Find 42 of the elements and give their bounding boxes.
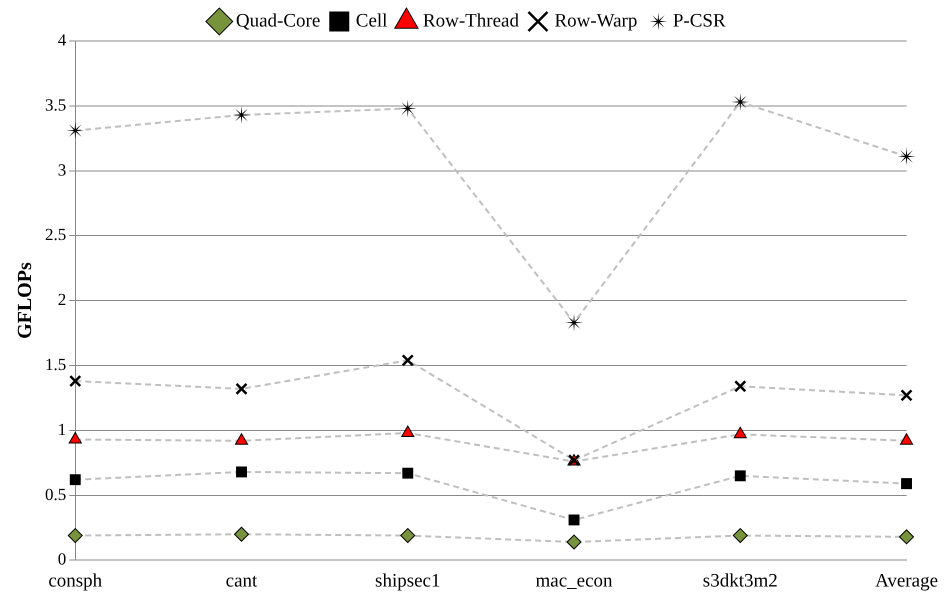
point: [232, 106, 251, 124]
point: [899, 529, 914, 544]
y-tick-label: 4: [58, 30, 67, 50]
point: [400, 528, 416, 544]
x-tick-label: Average: [875, 570, 938, 592]
y-tick-label: 2: [58, 290, 66, 310]
y-tick-label: 0: [58, 550, 66, 569]
y-tick-label: 2.5: [45, 225, 66, 244]
point: [398, 99, 417, 118]
point: [236, 466, 247, 478]
point: [568, 514, 580, 526]
point: [901, 478, 912, 490]
y-tick-label: 1: [58, 420, 66, 439]
point: [566, 534, 582, 550]
point: [69, 374, 82, 388]
legend-label: Row-Thread: [422, 10, 520, 32]
point: [734, 380, 746, 392]
x-tick-label: s3dkt3m2: [702, 570, 778, 592]
point: [898, 148, 916, 166]
point: [732, 528, 748, 544]
legend-label: P-CSR: [672, 10, 726, 32]
point: [66, 122, 84, 140]
point: [68, 528, 83, 544]
y-tick-label: 0.5: [45, 484, 66, 504]
y-axis-title: GFLOPs: [14, 262, 36, 339]
legend-label: Row-Warp: [554, 10, 638, 32]
point: [235, 382, 248, 396]
x-tick-label: cant: [226, 570, 258, 592]
point: [234, 526, 250, 542]
y-tick-label: 3.5: [45, 95, 66, 114]
x-tick-label: consph: [48, 570, 103, 592]
point: [734, 470, 746, 482]
x-tick-label: mac_econ: [536, 570, 614, 592]
point: [402, 468, 414, 479]
x-tick-label: shipsec1: [375, 570, 440, 592]
point: [900, 389, 913, 402]
point: [402, 354, 414, 367]
point: [70, 474, 81, 486]
legend-label: Quad-Core: [236, 10, 320, 32]
legend-label: Cell: [356, 10, 388, 32]
y-tick-label: 1.5: [45, 354, 66, 374]
y-tick-label: 3: [58, 160, 66, 180]
